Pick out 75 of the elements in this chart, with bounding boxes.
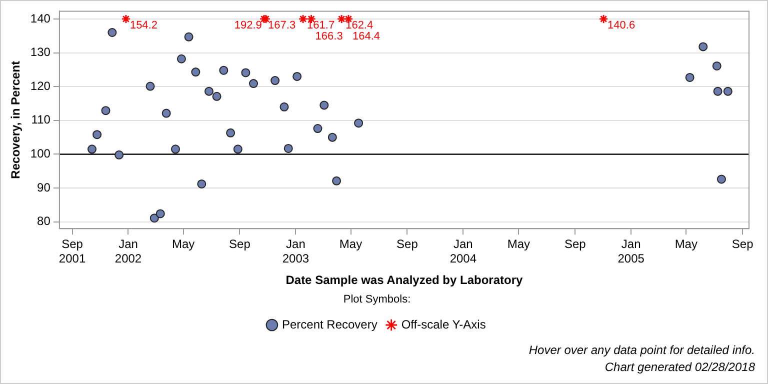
point (292, 72, 302, 81)
point (212, 92, 222, 101)
x-tick-label: Sep (732, 237, 754, 252)
text: Chart generated 02/28/2018 (604, 359, 755, 376)
x-tick-label: May (339, 237, 362, 252)
x-tick-label: Sep 2001 (58, 237, 86, 266)
point (713, 86, 722, 96)
point (280, 102, 289, 112)
point (598, 14, 608, 24)
point (226, 128, 236, 138)
y-tick-label: 140 (30, 11, 51, 26)
text: Hover over any data point for detailed info. (528, 342, 755, 359)
point (313, 124, 322, 134)
x-tick-label: Sep (229, 237, 251, 252)
annotation: 140.6 (608, 20, 636, 32)
point (204, 86, 214, 96)
y-tick-label: 90 (37, 180, 51, 194)
x-tick-label: Jan 2002 (114, 237, 142, 266)
x-tick-label: May (172, 237, 195, 252)
y-tick-label: 100 (30, 146, 51, 161)
x-tick-label: Jan 2003 (282, 237, 310, 266)
x-tick-label: Jan 2005 (618, 237, 645, 266)
point (171, 144, 180, 154)
x-axis-title: Date Sample was Analyzed by Laboratory (286, 272, 524, 287)
x-tick-label: Sep (396, 237, 418, 252)
y-tick-label: 120 (30, 78, 51, 93)
point (184, 32, 194, 42)
x-tick-label: Sep (564, 237, 586, 252)
point (219, 66, 228, 75)
legend-title: Plot Symbols: (343, 293, 411, 306)
point (233, 144, 242, 154)
point (108, 28, 117, 37)
point (156, 209, 165, 218)
point (146, 82, 155, 91)
x-tick-label: May (674, 237, 698, 252)
y-axis-title: Recovery, in Percent (8, 60, 23, 179)
x-tick-label: May (507, 237, 530, 252)
point (712, 61, 722, 70)
annotation: 166.3 (315, 30, 343, 43)
point (197, 179, 206, 188)
point (150, 214, 159, 223)
point (121, 14, 131, 24)
y-tick-label: 80 (37, 214, 51, 228)
point (114, 150, 124, 160)
annotation: 161.7 (307, 20, 335, 32)
annotation: 154.2 (130, 20, 158, 32)
point (176, 54, 186, 64)
y-tick-label: 110 (31, 112, 51, 127)
point (270, 76, 280, 86)
point (248, 79, 258, 88)
point (328, 132, 337, 142)
point (87, 144, 96, 154)
point (241, 68, 250, 78)
point (336, 14, 346, 24)
annotation: 167.3 (268, 20, 296, 32)
point (332, 176, 342, 186)
point (101, 106, 110, 116)
annotation: 192.9 (234, 20, 262, 32)
point (298, 14, 308, 24)
point (320, 100, 329, 110)
annotation: 162.4 (346, 20, 374, 32)
legend-label: Percent Recovery (282, 317, 378, 332)
point (716, 174, 726, 184)
annotation: 164.4 (352, 30, 380, 43)
point (92, 130, 102, 140)
point (162, 108, 171, 118)
point (284, 144, 293, 153)
point (723, 86, 732, 96)
x-tick-label: Jan 2004 (450, 237, 477, 266)
point (354, 118, 364, 128)
point (685, 72, 694, 82)
y-tick-label: 130 (30, 45, 51, 60)
point (698, 42, 708, 52)
point (191, 68, 200, 77)
legend-label: Off-scale Y-Axis (401, 317, 486, 332)
